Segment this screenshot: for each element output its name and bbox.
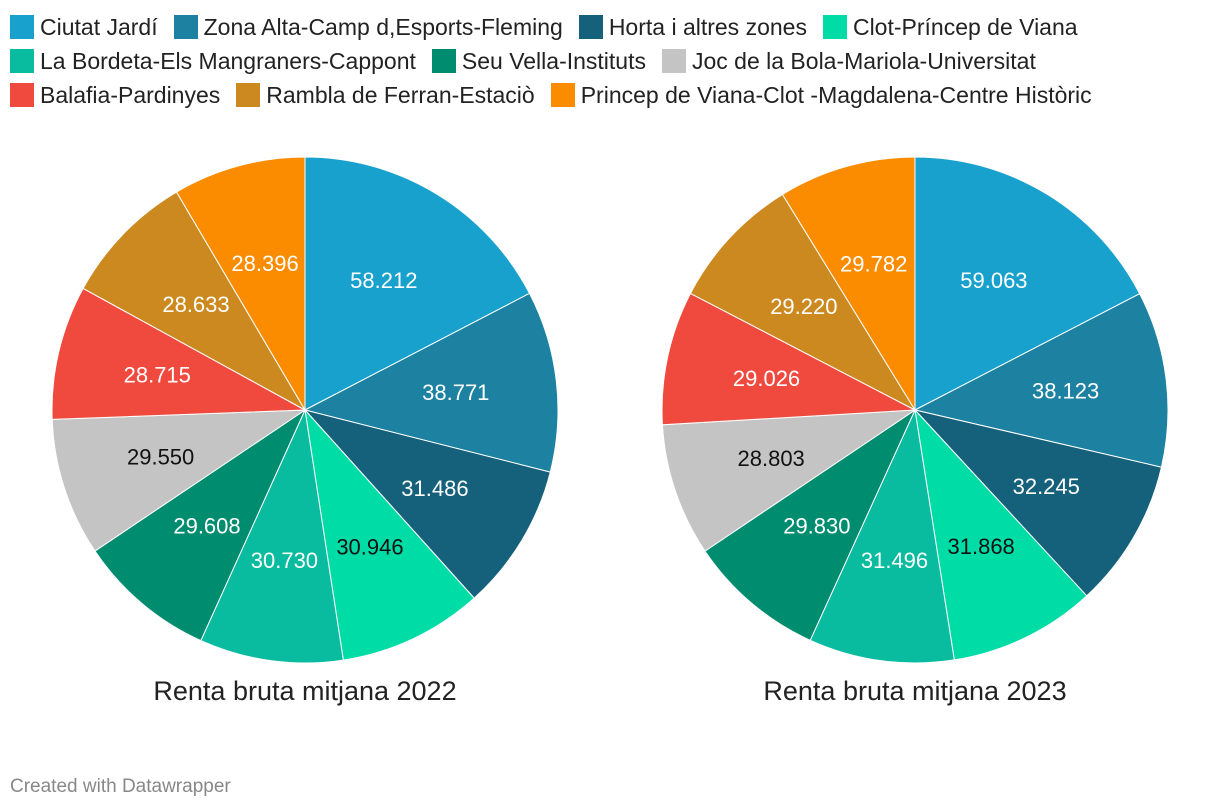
legend-swatch: [822, 15, 847, 39]
pie-slice[interactable]: [914, 408, 1088, 661]
slice-value-label: 28.803: [738, 446, 805, 471]
pie-slice[interactable]: [51, 287, 307, 420]
chart-title: Renta bruta mitjana 2023: [763, 676, 1066, 706]
legend-row: Balafia-Pardinyes Rambla de Ferran-Estac…: [10, 78, 1210, 112]
legend-item-zona-alta: Zona Alta-Camp d,Esports-Fleming: [173, 13, 563, 41]
legend-label: La Bordeta-Els Mangraners-Cappont: [40, 47, 416, 74]
legend-label: Zona Alta-Camp d,Esports-Fleming: [203, 13, 563, 40]
legend-label: Rambla de Ferran-Estaciò: [266, 81, 535, 108]
legend-item-princep-de-viana-clot: Princep de Viana-Clot -Magdalena-Centre …: [550, 81, 1092, 109]
slice-value-label: 29.550: [127, 444, 194, 469]
legend-label: Seu Vella-Instituts: [461, 47, 646, 74]
slice-value-label: 30.730: [251, 548, 318, 573]
pie-slice[interactable]: [661, 292, 917, 426]
pie-slice[interactable]: [51, 409, 307, 552]
legend-swatch: [10, 15, 34, 39]
legend-item-horta: Horta i altres zones: [578, 13, 807, 41]
pie-slice[interactable]: [661, 409, 917, 552]
legend-swatch: [550, 83, 575, 107]
pie-slice[interactable]: [82, 191, 307, 412]
slice-value-label: 29.830: [783, 513, 850, 538]
slice-value-label: 31.486: [401, 476, 468, 501]
pie-slice[interactable]: [200, 408, 344, 664]
pie-slice[interactable]: [914, 156, 1141, 411]
pie-slice[interactable]: [781, 156, 916, 412]
pie-charts: 58.212 38.771 31.486 30.946 30.730 29.608 29.5…: [51, 156, 1169, 706]
slice-value-label: 59.063: [960, 268, 1027, 293]
slice-value-label: 38.771: [422, 380, 489, 405]
slice-value-label: 29.026: [733, 366, 800, 391]
pie-slice[interactable]: [304, 408, 475, 661]
legend-label: Ciutat Jardí: [40, 13, 158, 40]
legend-swatch: [578, 15, 603, 39]
legend-swatch: [431, 49, 456, 73]
legend-swatch: [173, 15, 198, 39]
slice-value-label: 28.396: [231, 251, 298, 276]
legend-label: Joc de la Bola-Mariola-Universitat: [691, 47, 1036, 74]
slice-value-label: 28.633: [162, 292, 229, 317]
legend-item-balafia: Balafia-Pardinyes: [10, 82, 220, 109]
pie-slice[interactable]: [304, 156, 531, 411]
slice-value-label: 30.946: [336, 535, 403, 560]
slice-value-label: 32.245: [1013, 474, 1080, 499]
pie-slice[interactable]: [689, 193, 917, 412]
pie-slice[interactable]: [809, 408, 955, 664]
slice-value-label: 58.212: [350, 268, 417, 293]
footer-credit: Created with Datawrapper: [10, 776, 231, 797]
legend-item-rambla-de-ferran: Rambla de Ferran-Estaciò: [236, 81, 535, 109]
legend-row: La Bordeta-Els Mangraners-Cappont Seu Ve…: [10, 44, 1210, 78]
legend-label: Balafia-Pardinyes: [40, 81, 221, 108]
pie-slice[interactable]: [175, 156, 306, 412]
pie-slice[interactable]: [704, 408, 917, 641]
legend-row: Ciutat Jardí Zona Alta-Camp d,Esports-Fl…: [10, 10, 1210, 44]
pie-slice[interactable]: [94, 408, 307, 642]
slice-value-label: 29.782: [840, 251, 907, 276]
slice-value-label: 29.608: [173, 513, 240, 538]
chart-title: Renta bruta mitjana 2022: [153, 676, 456, 706]
pie-slice[interactable]: [913, 293, 1169, 468]
slice-value-label: 38.123: [1032, 379, 1099, 404]
legend-swatch: [10, 49, 34, 73]
legend: Ciutat Jardí Zona Alta-Camp d,Esports-Fl…: [10, 10, 1210, 112]
pie-slice[interactable]: [303, 292, 559, 473]
pie-chart-2: 59.063 38.123 32.245 31.868 31.496 29.830 28.8…: [661, 156, 1169, 706]
slice-value-label: 28.715: [124, 363, 191, 388]
slice-value-label: 31.496: [861, 548, 928, 573]
legend-label: Horta i altres zones: [608, 13, 807, 40]
legend-swatch: [661, 49, 686, 73]
pie-slice[interactable]: [303, 409, 551, 599]
legend-item-joc-de-la-bola: Joc de la Bola-Mariola-Universitat: [661, 47, 1036, 75]
pie-slice[interactable]: [913, 409, 1163, 597]
legend-label: Princep de Viana-Clot -Magdalena-Centre …: [580, 81, 1092, 108]
legend-swatch: [10, 83, 34, 107]
legend-item-la-bordeta: La Bordeta-Els Mangraners-Cappont: [10, 48, 416, 75]
slice-value-label: 31.868: [948, 534, 1015, 559]
legend-swatch: [236, 83, 261, 107]
slice-value-label: 29.220: [770, 294, 837, 319]
pie-chart-1: 58.212 38.771 31.486 30.946 30.730 29.608 29.5…: [51, 156, 559, 706]
legend-label: Clot-Príncep de Viana: [852, 13, 1078, 40]
legend-item-ciutat-jardi: Ciutat Jardí: [10, 14, 158, 41]
legend-item-clot-princep: Clot-Príncep de Viana: [822, 13, 1078, 41]
legend-item-seu-vella: Seu Vella-Instituts: [431, 47, 646, 75]
